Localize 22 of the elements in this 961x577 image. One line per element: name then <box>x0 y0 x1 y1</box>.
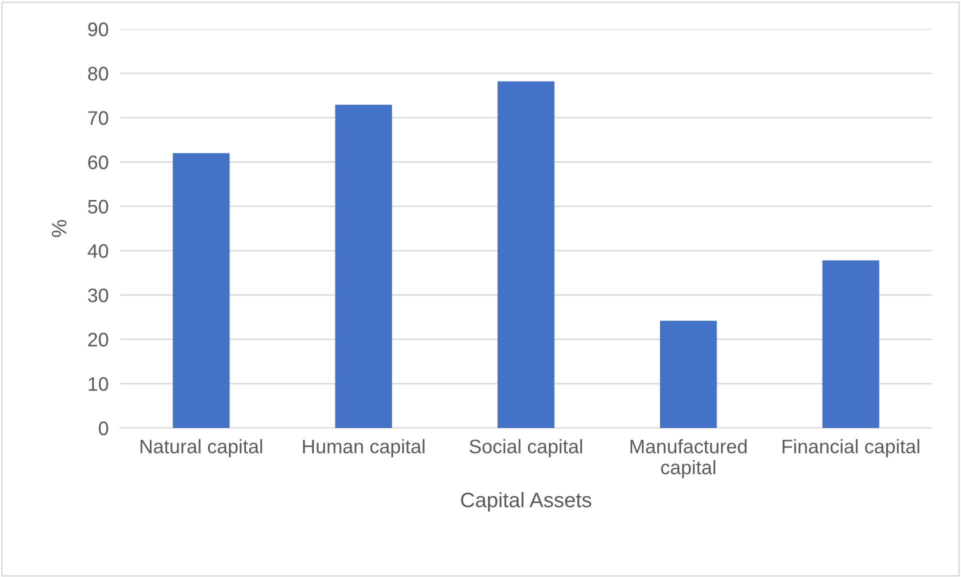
y-axis-title: % <box>52 220 66 238</box>
x-axis-title: Capital Assets <box>461 492 592 512</box>
y-tick-label: 10 <box>88 377 108 391</box>
y-tick-label: 60 <box>88 155 108 170</box>
bar <box>335 104 392 428</box>
x-tick-label: Human capital <box>303 439 424 458</box>
y-tick-label: 20 <box>88 332 108 347</box>
y-tick-label: 70 <box>88 111 108 125</box>
x-tick-label: Financial capital <box>782 439 920 458</box>
y-tick-label: 80 <box>88 66 108 81</box>
x-tick-label: Social capital <box>470 439 582 458</box>
bar <box>498 81 554 428</box>
bar <box>172 153 230 428</box>
y-tick-label: 0 <box>98 421 108 436</box>
y-tick-label: 50 <box>88 200 108 214</box>
y-tick-label: 30 <box>88 288 108 302</box>
y-tick-label: 40 <box>88 244 108 258</box>
bar <box>660 320 717 428</box>
y-tick-label: 90 <box>88 22 108 36</box>
bar <box>822 260 880 428</box>
x-tick-label: Manufactured capital <box>630 439 747 478</box>
x-tick-label: Natural capital <box>140 439 262 458</box>
